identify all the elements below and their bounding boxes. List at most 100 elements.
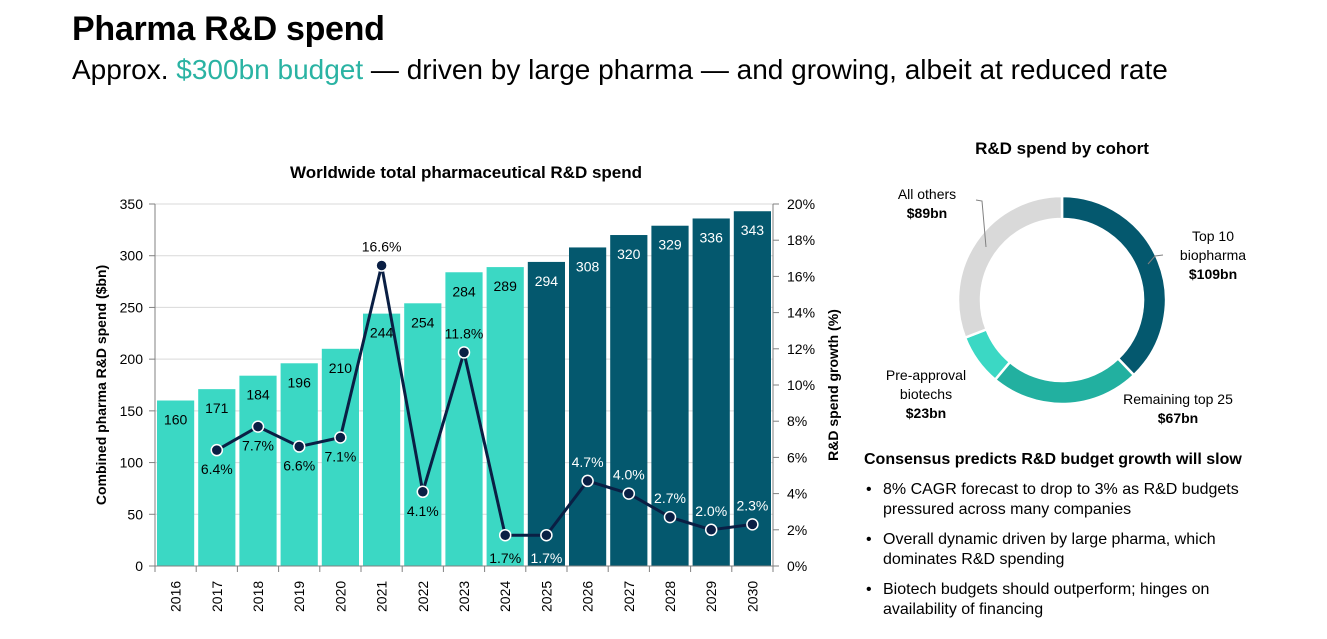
bar-2030	[733, 211, 771, 567]
growth-point-2024	[498, 528, 512, 542]
commentary-bullets: • 8% CAGR forecast to drop to 3% as R&D b…	[864, 480, 1284, 630]
bar-2023	[445, 272, 483, 566]
y2-tick-label: 16%	[787, 268, 815, 284]
subtitle-highlight: $300bn budget	[176, 54, 364, 85]
growth-point-2020	[334, 431, 347, 444]
bar-value-label: 254	[411, 314, 435, 330]
bullet-text: Overall dynamic driven by large pharma, …	[883, 531, 1216, 568]
x-tick-label: 2017	[209, 581, 225, 612]
x-tick-label: 2022	[415, 581, 431, 612]
growth-point-2018	[251, 420, 265, 433]
growth-value-label: 1.7%	[530, 550, 562, 566]
donut-label-top-10-biopharma: Top 10	[1192, 228, 1234, 244]
bar-value-label: 329	[658, 237, 682, 253]
donut-chart-title: R&D spend by cohort	[975, 139, 1149, 158]
commentary-bullet: • Overall dynamic driven by large pharma,…	[864, 530, 1284, 570]
y2-tick-label: 10%	[787, 377, 815, 393]
bar-value-label: 210	[329, 360, 353, 376]
y2-tick-label: 0%	[787, 558, 807, 574]
bar-2026	[569, 247, 607, 566]
donut-value-all-others: $89bn	[907, 205, 947, 221]
y-tick-label: 250	[120, 299, 144, 315]
y-tick-label: 100	[120, 455, 144, 471]
y-tick-label: 150	[120, 403, 144, 419]
growth-value-label: 6.6%	[283, 458, 315, 474]
page-title: Pharma R&D spend	[72, 10, 385, 48]
bullet-text: 8% CAGR forecast to drop to 3% as R&D bu…	[883, 481, 1239, 518]
donut-label-remaining-top-25: Remaining top 25	[1123, 391, 1233, 407]
x-tick-label: 2021	[374, 581, 390, 612]
growth-value-label: 2.7%	[654, 490, 686, 506]
bar-chart-title: Worldwide total pharmaceutical R&D spend	[290, 163, 642, 182]
y-axis-right-title: R&D spend growth (%)	[825, 309, 841, 461]
bar-2029	[692, 218, 730, 567]
growth-line	[210, 259, 759, 542]
donut-label-pre-approval-biotechs: biotechs	[900, 386, 952, 402]
growth-point-2027	[622, 487, 636, 500]
bar-value-label: 343	[741, 222, 765, 238]
donut-label-pre-approval-biotechs: Pre-approval	[886, 367, 966, 383]
x-tick-label: 2023	[456, 581, 472, 612]
growth-series-line	[216, 264, 753, 537]
growth-point-2029	[704, 523, 718, 537]
y-tick-label: 0	[135, 558, 143, 574]
bar-2018	[239, 375, 277, 566]
growth-value-label: 4.7%	[572, 454, 604, 470]
growth-value-label: 7.1%	[324, 448, 356, 464]
page-subtitle: Approx. $300bn budget — driven by large …	[72, 54, 1168, 86]
commentary-bullet: • Biotech budgets should outperform; hing…	[864, 580, 1284, 620]
bar-value-label: 294	[535, 273, 559, 289]
bar-2024	[486, 267, 524, 566]
donut-slice-all-others	[956, 194, 1064, 340]
donut-label-top-10-biopharma: biopharma	[1180, 247, 1246, 263]
bullet-icon: •	[866, 531, 872, 548]
leader-line-all-others	[975, 199, 987, 248]
y2-tick-label: 6%	[787, 449, 807, 465]
growth-point-2026	[581, 474, 594, 488]
donut-value-remaining-top-25: $67bn	[1158, 410, 1198, 426]
donut-label-all-others: All others	[898, 186, 956, 202]
donut-slice-top-10-biopharma	[1060, 194, 1168, 377]
x-tick-label: 2026	[580, 581, 596, 612]
leader-line-top-10	[1147, 254, 1164, 265]
bar-2017	[198, 389, 236, 566]
y2-tick-label: 12%	[787, 341, 815, 357]
commentary-title: Consensus predicts R&D budget growth wil…	[864, 451, 1242, 468]
bar-value-label: 336	[700, 229, 724, 245]
y2-tick-label: 2%	[787, 522, 807, 538]
subtitle-suffix: — driven by large pharma — and growing, …	[363, 54, 1168, 85]
growth-value-label: 4.0%	[613, 467, 645, 483]
donut-slice-pre-approval-biotechs	[963, 327, 1012, 382]
growth-point-2021	[375, 259, 388, 272]
x-tick-label: 2016	[168, 581, 184, 612]
growth-point-2017	[210, 443, 224, 457]
bar-2027	[610, 235, 648, 566]
bar-value-label: 308	[576, 258, 600, 274]
x-tick-label: 2018	[250, 581, 266, 612]
donut-value-pre-approval-biotechs: $23bn	[906, 405, 946, 421]
donut-value-top-10-biopharma: $109bn	[1189, 266, 1237, 282]
growth-point-2023	[457, 346, 471, 359]
y-tick-label: 200	[120, 351, 144, 367]
donut-slices	[956, 194, 1168, 406]
x-tick-label: 2030	[744, 581, 760, 612]
rd-spend-combo-chart: Worldwide total pharmaceutical R&D spend…	[93, 163, 841, 612]
x-tick-label: 2025	[538, 581, 554, 612]
x-tick-label: 2024	[497, 581, 513, 612]
bar-value-label: 289	[494, 278, 518, 294]
bar-value-label: 171	[205, 400, 229, 416]
bar-value-label: 244	[370, 325, 394, 341]
growth-value-label: 4.1%	[407, 503, 439, 519]
y-axis-left-title: Combined pharma R&D spend ($bn)	[93, 265, 109, 505]
y-tick-label: 300	[120, 248, 144, 264]
x-tick-label: 2020	[332, 581, 348, 612]
growth-value-label: 11.8%	[445, 325, 484, 341]
growth-point-2028	[663, 510, 677, 524]
subtitle-prefix: Approx.	[72, 54, 177, 85]
donut-labels: Top 10 biopharma $109bn Remaining top 25 $67…	[886, 186, 1246, 426]
growth-point-2025	[540, 528, 553, 542]
y2-tick-label: 20%	[787, 196, 815, 212]
bar-value-label: 196	[288, 374, 312, 390]
growth-value-label: 6.4%	[201, 461, 233, 477]
y2-tick-label: 14%	[787, 305, 815, 321]
